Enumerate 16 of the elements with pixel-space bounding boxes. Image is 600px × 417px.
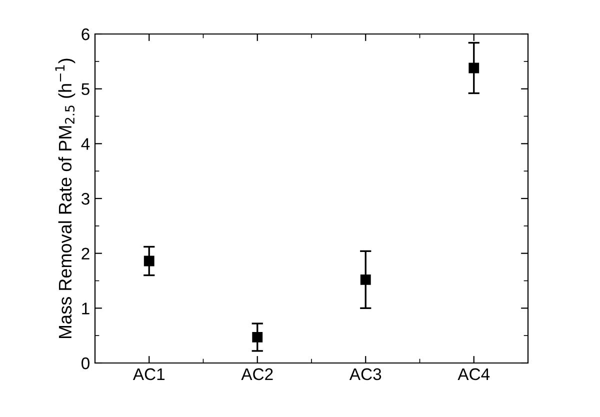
y-tick-label: 4 <box>81 138 90 150</box>
point <box>252 332 263 342</box>
x-tick-label: AC2 <box>241 368 273 380</box>
y-axis-title: Mass Removal Rate of PM$_{2.5}$ (h$^{−1}$) <box>55 58 76 338</box>
point <box>360 274 371 285</box>
y-tick-label: 2 <box>82 248 90 260</box>
x-tick-label: AC4 <box>458 368 490 380</box>
x-tick-label: AC3 <box>349 368 382 380</box>
y-tick-label: 0 <box>82 357 90 370</box>
y-tick-label: 5 <box>82 83 90 96</box>
point <box>468 62 480 74</box>
point <box>144 256 154 266</box>
x-tick-label: AC1 <box>132 368 165 380</box>
y-tick-label: 6 <box>82 28 90 40</box>
y-tick-label: 1 <box>82 302 90 314</box>
y-tick-label: 3 <box>82 192 90 205</box>
